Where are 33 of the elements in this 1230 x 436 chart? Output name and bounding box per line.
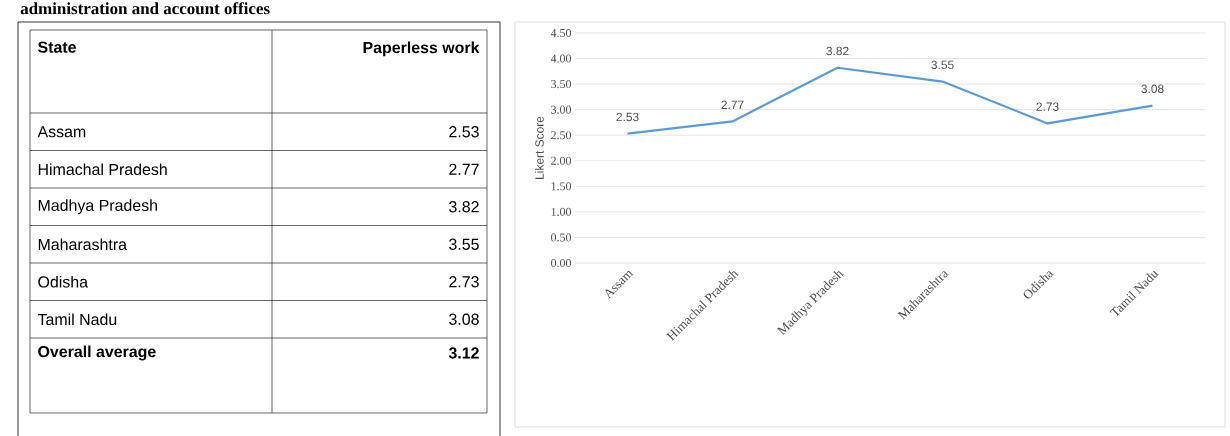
data-label: 2.77 [721,100,744,109]
text: Himachal Pradesh [38,163,167,175]
text: 3.12 [448,347,479,359]
data-label: 2.73 [1036,102,1059,111]
y-tick-label: 3.50 [551,79,572,88]
y-tick-label: 1.50 [551,182,572,191]
text: State [37,41,76,53]
y-tick-label: 2.50 [551,130,572,140]
data-label: 3.82 [826,46,849,56]
data-label: 2.53 [616,112,639,121]
text: Paperless work [363,41,480,57]
y-tick-label: 0.00 [551,258,572,267]
text: Madhya Pradesh [38,199,157,214]
text: Overall average [38,345,156,361]
y-tick-label: 3.00 [551,105,572,114]
text: 2.73 [449,275,479,288]
text: 3.55 [449,238,479,250]
y-tick-label: 2.00 [551,156,572,165]
text: 3.08 [449,313,479,325]
text: 3.82 [449,200,479,213]
text: Assam [37,125,86,138]
text: Maharashtra [38,238,127,250]
text: administration and account offices [20,2,270,15]
text: Tamil Nadu [37,313,117,325]
text: 2.77 [449,163,479,175]
text: 2.53 [449,125,479,138]
y-tick-label: 1.00 [551,207,572,216]
y-tick-label: 4.00 [550,54,572,63]
y-tick-label: 4.50 [550,28,572,37]
y-tick-label: 0.50 [551,233,572,242]
data-label: 3.08 [1141,84,1164,93]
data-label: 3.55 [931,60,954,69]
y-axis-title: Likert Score [534,116,544,179]
